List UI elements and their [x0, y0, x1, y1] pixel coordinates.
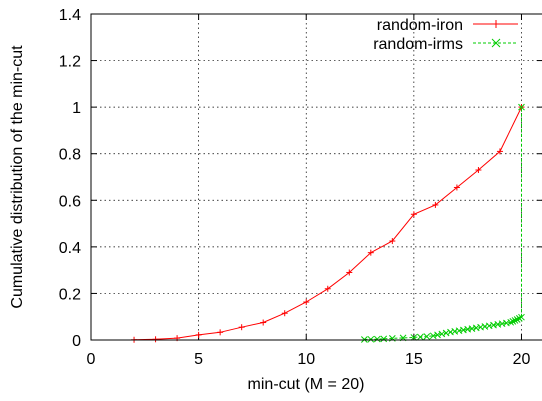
data-point	[410, 334, 418, 341]
data-point	[453, 184, 460, 191]
data-point	[432, 201, 439, 208]
data-point	[367, 249, 374, 256]
y-tick-label: 0.2	[59, 286, 81, 303]
data-point	[324, 285, 331, 292]
data-point	[518, 313, 525, 321]
data-point	[380, 335, 388, 343]
x-tick-label: 15	[405, 351, 423, 368]
grid-lines	[91, 14, 542, 340]
data-point	[238, 324, 245, 331]
data-point	[507, 318, 515, 326]
legend-label-random-iron: random-iron	[377, 17, 463, 34]
y-tick-label: 1	[72, 100, 81, 117]
y-tick-label: 0.6	[59, 193, 81, 210]
data-point	[389, 238, 396, 245]
x-tick-label: 20	[513, 351, 531, 368]
data-point	[303, 299, 310, 306]
x-axis-title: min-cut (M = 20)	[248, 376, 365, 393]
data-point	[195, 331, 202, 338]
y-tick-label: 1.4	[59, 7, 81, 24]
data-point	[423, 333, 431, 340]
plot-frame	[90, 13, 542, 341]
legend: random-iron random-irms	[373, 17, 518, 53]
data-point	[152, 336, 159, 343]
y-tick-label: 1.2	[59, 54, 81, 71]
plot-series	[131, 103, 525, 343]
series-random-iron	[131, 104, 525, 343]
x-tick-labels: 0 5 10 15 20	[87, 351, 531, 368]
y-tick-labels: 0 0.2 0.4 0.6 0.8 1 1.2 1.4	[59, 7, 81, 350]
series-line-random-iron	[133, 106, 522, 341]
y-tick-label: 0.4	[59, 240, 81, 257]
data-point	[511, 317, 519, 324]
x-tick-label: 10	[297, 351, 315, 368]
legend-label-random-irms: random-irms	[373, 36, 463, 53]
data-point	[373, 335, 381, 343]
series-line-random-irms	[364, 107, 522, 340]
y-tick-label: 0.8	[59, 147, 81, 164]
series-random-irms	[360, 103, 525, 343]
x-tick-label: 5	[194, 351, 203, 368]
data-point	[518, 103, 525, 111]
data-point	[416, 333, 424, 341]
legend-marker-random-irms	[491, 38, 501, 48]
legend-marker-random-iron	[492, 20, 500, 28]
data-point	[410, 211, 417, 218]
data-point	[367, 335, 375, 343]
data-point	[475, 167, 482, 174]
x-tick-label: 0	[87, 351, 96, 368]
data-point	[281, 310, 288, 317]
data-point	[217, 329, 224, 336]
data-point	[260, 319, 267, 326]
axis-ticks	[90, 13, 542, 341]
data-point	[509, 318, 517, 325]
data-point	[496, 148, 503, 155]
data-point	[346, 269, 353, 276]
y-axis-title: Cumulative distribution of the min-cut	[9, 45, 26, 309]
y-tick-label: 0	[72, 333, 81, 350]
